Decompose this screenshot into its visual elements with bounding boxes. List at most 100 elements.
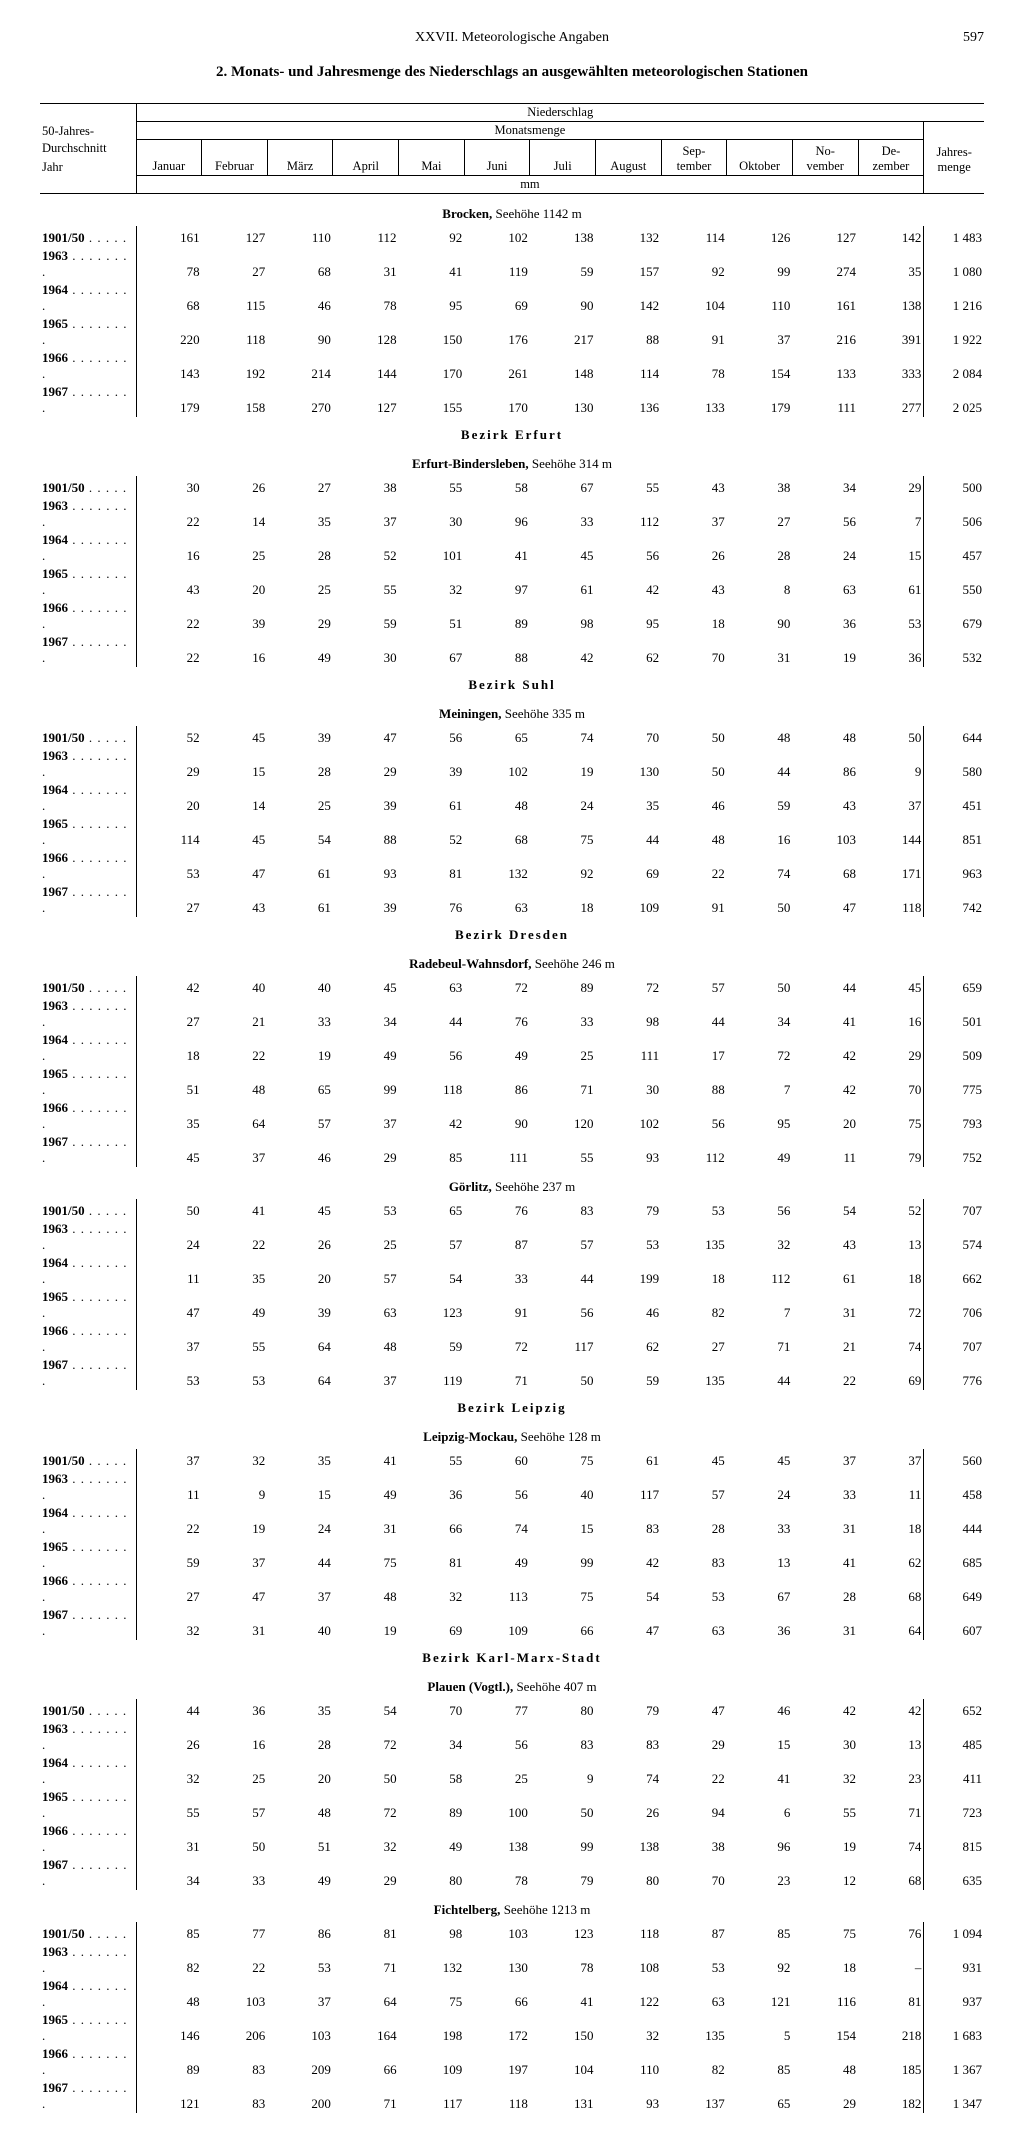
value-cell: 91 <box>661 315 727 349</box>
value-cell: 206 <box>202 2011 268 2045</box>
value-cell: 164 <box>333 2011 399 2045</box>
value-cell: 16 <box>727 815 793 849</box>
value-cell: 37 <box>202 1133 268 1167</box>
value-cell: 99 <box>530 1538 596 1572</box>
value-cell: 61 <box>792 1254 858 1288</box>
value-cell: 49 <box>267 633 333 667</box>
sum-cell: 679 <box>924 599 984 633</box>
value-cell: 39 <box>333 883 399 917</box>
value-cell: 56 <box>399 726 465 747</box>
value-cell: 88 <box>333 815 399 849</box>
value-cell: 99 <box>727 247 793 281</box>
value-cell: 21 <box>202 997 268 1031</box>
sum-cell: 607 <box>924 1606 984 1640</box>
value-cell: 128 <box>333 315 399 349</box>
value-cell: 19 <box>202 1504 268 1538</box>
value-cell: 53 <box>333 1199 399 1220</box>
value-cell: 56 <box>727 1199 793 1220</box>
value-cell: 136 <box>595 383 661 417</box>
sum-cell: 1 216 <box>924 281 984 315</box>
value-cell: 41 <box>202 1199 268 1220</box>
unit-label: mm <box>136 176 924 194</box>
value-cell: 117 <box>595 1470 661 1504</box>
value-cell: 33 <box>727 1504 793 1538</box>
value-cell: 119 <box>399 1356 465 1390</box>
value-cell: 78 <box>464 1856 530 1890</box>
value-cell: 74 <box>727 849 793 883</box>
value-cell: 132 <box>464 849 530 883</box>
value-cell: 75 <box>399 1977 465 2011</box>
value-cell: 30 <box>333 633 399 667</box>
value-cell: 90 <box>267 315 333 349</box>
value-cell: 42 <box>595 565 661 599</box>
value-cell: 47 <box>661 1699 727 1720</box>
value-cell: 46 <box>595 1288 661 1322</box>
year-cell: 1964 . . . . . . . . <box>40 1031 136 1065</box>
value-cell: 28 <box>661 1504 727 1538</box>
value-cell: 55 <box>530 1133 596 1167</box>
sum-cell: 411 <box>924 1754 984 1788</box>
value-cell: 104 <box>661 281 727 315</box>
value-cell: 53 <box>661 1199 727 1220</box>
value-cell: 64 <box>202 1099 268 1133</box>
sum-cell: 1 094 <box>924 1922 984 1943</box>
value-cell: 45 <box>858 976 924 997</box>
value-cell: 27 <box>136 1572 202 1606</box>
value-cell: 38 <box>727 476 793 497</box>
value-cell: 22 <box>136 497 202 531</box>
sum-cell: 644 <box>924 726 984 747</box>
value-cell: 56 <box>595 531 661 565</box>
value-cell: 79 <box>595 1699 661 1720</box>
value-cell: 52 <box>858 1199 924 1220</box>
value-cell: 22 <box>661 849 727 883</box>
value-cell: 102 <box>464 226 530 247</box>
year-cell: 1965 . . . . . . . . <box>40 565 136 599</box>
value-cell: 55 <box>595 476 661 497</box>
value-cell: 66 <box>464 1977 530 2011</box>
value-cell: 77 <box>464 1699 530 1720</box>
sum-cell: 444 <box>924 1504 984 1538</box>
value-cell: 20 <box>267 1254 333 1288</box>
value-cell: 31 <box>333 247 399 281</box>
value-cell: 69 <box>399 1606 465 1640</box>
sum-cell: 1 080 <box>924 247 984 281</box>
value-cell: 179 <box>136 383 202 417</box>
value-cell: 43 <box>792 781 858 815</box>
value-cell: 96 <box>464 497 530 531</box>
station-heading: Leipzig-Mockau, Seehöhe 128 m <box>40 1417 984 1449</box>
value-cell: 86 <box>267 1922 333 1943</box>
value-cell: 93 <box>333 849 399 883</box>
value-cell: 32 <box>136 1606 202 1640</box>
value-cell: 27 <box>136 883 202 917</box>
value-cell: 63 <box>333 1288 399 1322</box>
value-cell: 54 <box>399 1254 465 1288</box>
value-cell: 15 <box>530 1504 596 1538</box>
value-cell: 50 <box>136 1199 202 1220</box>
value-cell: 261 <box>464 349 530 383</box>
year-cell: 1901/50 . . . . . <box>40 726 136 747</box>
value-cell: 94 <box>661 1788 727 1822</box>
sum-cell: 451 <box>924 781 984 815</box>
value-cell: 54 <box>333 1699 399 1720</box>
value-cell: 39 <box>399 747 465 781</box>
value-cell: 114 <box>136 815 202 849</box>
value-cell: 101 <box>399 531 465 565</box>
year-cell: 1965 . . . . . . . . <box>40 1788 136 1822</box>
value-cell: 45 <box>267 1199 333 1220</box>
value-cell: 70 <box>858 1065 924 1099</box>
value-cell: 270 <box>267 383 333 417</box>
value-cell: 82 <box>661 2045 727 2079</box>
value-cell: 57 <box>661 1470 727 1504</box>
value-cell: 104 <box>530 2045 596 2079</box>
value-cell: 118 <box>858 883 924 917</box>
sum-cell: 707 <box>924 1199 984 1220</box>
value-cell: 55 <box>333 565 399 599</box>
value-cell: 37 <box>792 1449 858 1470</box>
year-cell: 1963 . . . . . . . . <box>40 1720 136 1754</box>
value-cell: 20 <box>136 781 202 815</box>
value-cell: 35 <box>858 247 924 281</box>
value-cell: 122 <box>595 1977 661 2011</box>
value-cell: 30 <box>399 497 465 531</box>
year-cell: 1966 . . . . . . . . <box>40 849 136 883</box>
value-cell: 85 <box>136 1922 202 1943</box>
